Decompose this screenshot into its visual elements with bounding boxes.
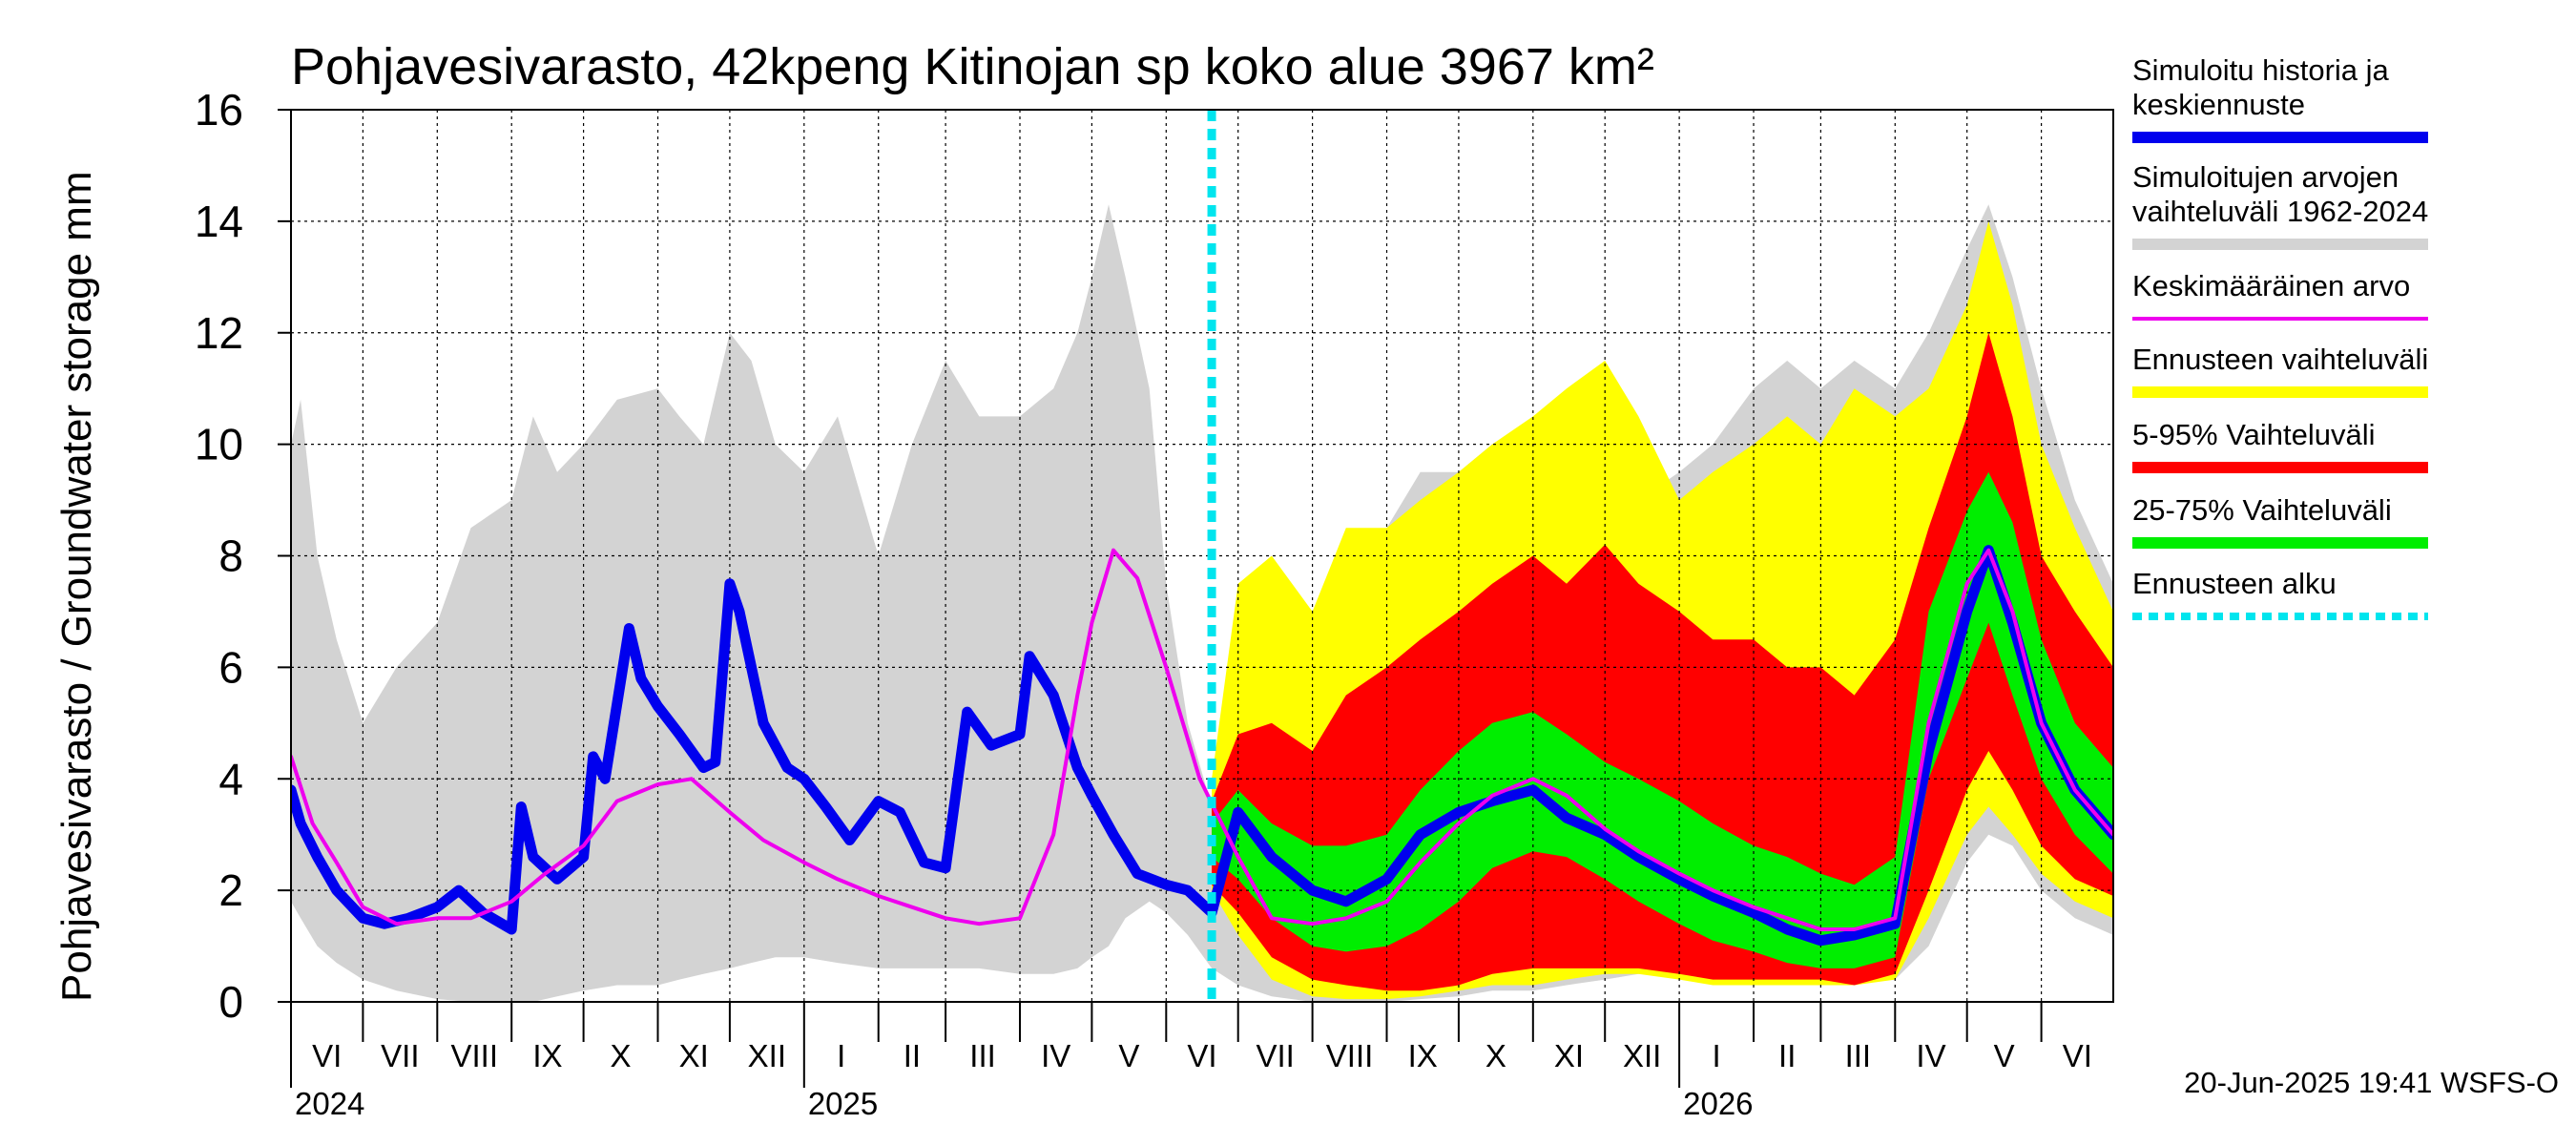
month-label: XII [748,1038,786,1073]
month-label: IV [1916,1038,1945,1073]
y-tick-label: 12 [195,308,243,358]
month-label: VIII [450,1038,498,1073]
x-axis: VI VII VIII IX X XI XII I II III IV V VI VII VIII IX X XI… [290,1002,2092,1121]
month-label: V [1118,1038,1139,1073]
month-label: VI [1187,1038,1216,1073]
month-label: IX [532,1038,562,1073]
legend-label: keskiennuste [2132,88,2305,121]
chart-title: Pohjavesivarasto, 42kpeng Kitinojan sp k… [291,38,1654,95]
y-tick-label: 6 [218,642,243,692]
legend-label: Ennusteen vaihteluväli [2132,343,2428,376]
month-label: XI [679,1038,709,1073]
y-axis-ticks: 0 2 4 6 8 10 12 14 16 [195,85,291,1027]
legend-item: 25-75% Vaihteluväli [2132,493,2428,549]
legend-label: Simuloitu historia ja [2132,53,2390,87]
average-line [291,548,2113,931]
legend-item: Ennusteen alku [2132,567,2428,620]
y-tick-label: 16 [195,85,243,135]
legend-label: 5-95% Vaihteluväli [2132,418,2375,451]
month-label: XII [1623,1038,1661,1073]
year-label: 2024 [295,1086,364,1121]
month-label: VIII [1326,1038,1374,1073]
month-label: VII [1256,1038,1294,1073]
y-tick-label: 14 [195,197,243,246]
legend-label: Ennusteen alku [2132,567,2337,600]
month-label: VI [312,1038,342,1073]
month-label: XI [1554,1038,1584,1073]
y-tick-label: 0 [218,977,243,1027]
y-tick-label: 10 [195,420,243,469]
y-tick-label: 2 [218,865,243,915]
legend: Simuloitu historia jakeskiennusteSimuloi… [2132,53,2428,620]
legend-item: Ennusteen vaihteluväli [2132,343,2428,398]
legend-label: vaihteluväli 1962-2024 [2132,195,2428,228]
legend-item: Keskimääräinen arvo [2132,269,2428,321]
month-label: IX [1408,1038,1438,1073]
month-label: I [837,1038,845,1073]
year-label: 2025 [808,1086,878,1121]
month-label: VI [2063,1038,2092,1073]
month-label: X [1485,1038,1506,1073]
month-label: III [969,1038,996,1073]
month-label: II [1778,1038,1796,1073]
y-axis-label: Pohjavesivarasto / Groundwater storage m… [53,171,100,1002]
range-bands [291,204,2113,1002]
simulated-mean-forecast-line [291,545,2113,947]
grid-lines [291,110,2113,1002]
legend-label: Keskimääräinen arvo [2132,269,2410,302]
month-label: VII [381,1038,419,1073]
footer-timestamp: 20-Jun-2025 19:41 WSFS-O [2184,1066,2559,1099]
year-label: 2026 [1683,1086,1753,1121]
month-label: I [1712,1038,1720,1073]
month-label: IV [1041,1038,1070,1073]
y-tick-label: 4 [218,754,243,803]
y-tick-label: 8 [218,531,243,581]
month-label: III [1845,1038,1872,1073]
month-label: V [1994,1038,2015,1073]
legend-item: 5-95% Vaihteluväli [2132,418,2428,473]
month-label: II [904,1038,921,1073]
legend-label: 25-75% Vaihteluväli [2132,493,2392,527]
series-lines [291,110,2113,1002]
legend-label: Simuloitujen arvojen [2132,160,2399,194]
month-label: X [611,1038,632,1073]
